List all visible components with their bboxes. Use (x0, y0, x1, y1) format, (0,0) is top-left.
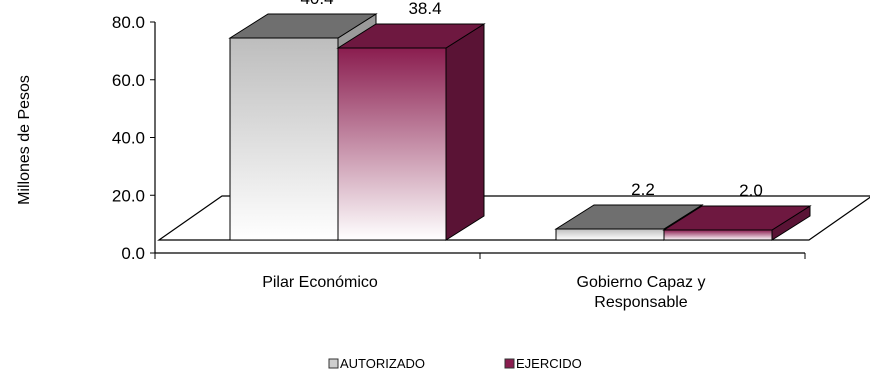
bars-layer (228, 13, 812, 241)
axis-layer: 80.0 60.0 40.0 20.0 0.0 (112, 13, 806, 263)
data-label-autorizado-0: 40.4 (300, 0, 333, 8)
y-axis-title: Millones de Pesos (16, 75, 33, 205)
labels-layer: 40.4 38.4 2.2 2.0 Pilar Económico Gobierno Ca… (262, 0, 763, 311)
y-tick-label: 20.0 (112, 186, 145, 205)
bar-autorizado-0-top (228, 13, 378, 39)
category-label-0: Pilar Económico (262, 274, 378, 291)
y-tick-label: 80.0 (112, 13, 145, 32)
y-tick-label: 0.0 (121, 244, 145, 263)
bar-autorizado-1-front (555, 228, 665, 241)
bar-ejercido-0-top (336, 23, 486, 49)
legend-swatch-ejercido (504, 358, 515, 369)
y-tick-label: 40.0 (112, 129, 145, 148)
bar-autorizado-0-front (229, 37, 339, 241)
data-label-autorizado-1: 2.2 (631, 180, 655, 199)
y-tick-label: 60.0 (112, 71, 145, 90)
data-label-ejercido-1: 2.0 (739, 181, 763, 200)
legend-label-ejercido: EJERCIDO (516, 356, 582, 371)
data-label-ejercido-0: 38.4 (408, 0, 441, 18)
bar-ejercido-0-side (445, 23, 485, 241)
bar-ejercido-1-top (662, 205, 812, 231)
bar-ejercido-0-front (337, 47, 447, 241)
bar-autorizado-1-top (554, 204, 704, 230)
category-label-1: Gobierno Capaz y Responsable (577, 274, 706, 311)
legend: AUTORIZADO EJERCIDO (328, 356, 582, 371)
bar-ejercido-1-front (663, 229, 773, 241)
legend-label-autorizado: AUTORIZADO (340, 356, 425, 371)
legend-swatch-autorizado (328, 358, 339, 369)
